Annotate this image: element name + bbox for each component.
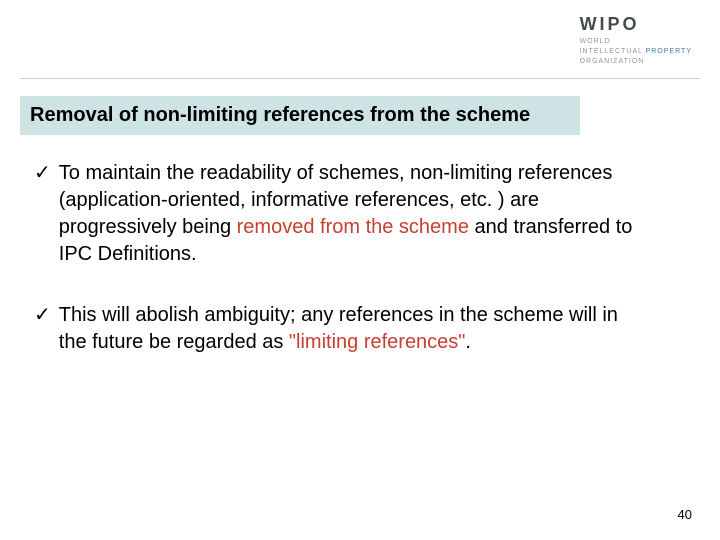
slide-title-bar: Removal of non-limiting references from … (20, 96, 580, 135)
highlight: removed from the scheme (237, 216, 475, 238)
bullet-text: This will abolish ambiguity; any referen… (59, 302, 650, 356)
logo-main-text: WIPO (580, 14, 692, 35)
header-divider (20, 78, 700, 79)
wipo-logo: WIPO WORLD INTELLECTUAL PROPERTY ORGANIZ… (580, 14, 692, 66)
list-item: ✓ This will abolish ambiguity; any refer… (34, 302, 650, 356)
logo-subtitle: WORLD INTELLECTUAL PROPERTY ORGANIZATION (580, 37, 692, 66)
bullet-text: To maintain the readability of schemes, … (59, 160, 650, 268)
page-number: 40 (678, 507, 692, 522)
slide-title: Removal of non-limiting references from … (30, 104, 570, 127)
slide-content: ✓ To maintain the readability of schemes… (34, 160, 650, 390)
checkmark-icon: ✓ (34, 302, 51, 356)
list-item: ✓ To maintain the readability of schemes… (34, 160, 650, 268)
highlight: "limiting references" (289, 331, 465, 353)
checkmark-icon: ✓ (34, 160, 51, 268)
